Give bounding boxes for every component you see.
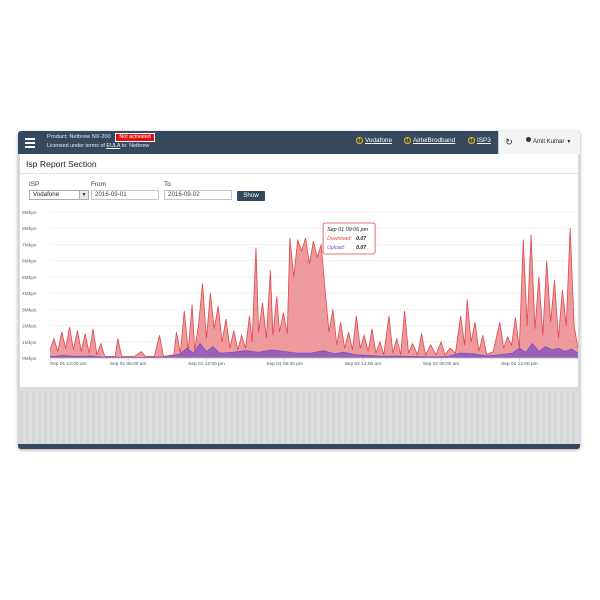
- series-line-upload: [49, 342, 578, 358]
- warning-icon: !: [356, 137, 363, 144]
- license-suffix: to: Netbrew: [121, 143, 150, 149]
- isp-link-isp3[interactable]: ! ISP3: [468, 137, 491, 144]
- app-window: Product: Netbrew NX-200 Not activated Li…: [18, 131, 580, 449]
- warning-icon: !: [468, 137, 475, 144]
- hamburger-line: [25, 137, 35, 140]
- license-prefix: Licensed under terms of: [47, 143, 105, 149]
- isp-select[interactable]: Vodafone ▼: [29, 190, 89, 200]
- y-tick-label: 5Mbps: [22, 275, 37, 281]
- y-tick-label: 9Mbps: [22, 210, 37, 216]
- x-tick-label: Sep 01 12:00 am: [50, 361, 87, 367]
- bottom-bar: [18, 444, 580, 449]
- from-date-value: 2016-09-01: [95, 191, 127, 198]
- refresh-icon: ↻: [505, 137, 513, 147]
- x-tick-label: Sep 02 06:00 am: [423, 361, 460, 367]
- series-area-upload: [50, 343, 578, 358]
- y-tick-label: 6Mbps: [22, 259, 37, 265]
- isp-link-label: ISP3: [477, 137, 491, 144]
- hamburger-line: [25, 141, 35, 144]
- product-label: Product: Netbrew NX-200: [47, 134, 111, 140]
- title-divider: [20, 173, 578, 174]
- y-tick-label: 4Mbps: [22, 291, 37, 297]
- y-tick-label: 0Mbps: [22, 356, 37, 362]
- from-label: From: [91, 181, 106, 188]
- isp-link-label: AirtelBrodband: [413, 137, 456, 144]
- isp-select-value: Vodafone: [33, 191, 60, 198]
- x-tick-label: Sep 01 06:00 am: [110, 361, 147, 367]
- product-info: Product: Netbrew NX-200 Not activated: [47, 133, 155, 142]
- activation-status-badge[interactable]: Not activated: [115, 133, 155, 142]
- isp-label: ISP: [29, 181, 40, 188]
- to-label: To: [164, 181, 171, 188]
- x-tick-label: Sep 02 12:00 pm: [501, 361, 538, 367]
- user-name: Amit Kumar: [533, 139, 565, 145]
- y-tick-label: 7Mbps: [22, 242, 37, 248]
- page-title: Isp Report Section: [26, 159, 97, 169]
- refresh-button[interactable]: ↻: [498, 131, 520, 154]
- y-tick-label: 1Mbps: [22, 340, 37, 346]
- caret-down-icon: ▼: [566, 139, 572, 145]
- show-button[interactable]: Show: [237, 191, 265, 201]
- to-date-input[interactable]: 2016-09-02: [164, 190, 232, 200]
- x-tick-label: Sep 02 12:00 am: [345, 361, 382, 367]
- warning-icon: !: [404, 137, 411, 144]
- user-icon: [526, 137, 531, 142]
- x-tick-label: Sep 01 06:00 pm: [266, 361, 303, 367]
- bandwidth-chart[interactable]: 0Mbps 1Mbps 2Mbps 3Mbps 4Mbps 5Mbps 6Mbps 7Mbps…: [20, 206, 578, 387]
- lower-panel-texture: [20, 391, 578, 444]
- top-navbar: Product: Netbrew NX-200 Not activated Li…: [18, 131, 580, 154]
- series-line-download: [49, 228, 578, 357]
- tooltip-title: Sep 01 09:06 pm: [327, 227, 369, 233]
- user-menu[interactable]: Amit Kumar ▼: [519, 131, 580, 154]
- lower-panel-area: [20, 387, 578, 444]
- menu-toggle-button[interactable]: [20, 131, 40, 154]
- tooltip-series-label: Download:: [327, 236, 352, 242]
- tooltip-series-value: 0.07: [356, 245, 367, 251]
- y-tick-label: 2Mbps: [22, 324, 37, 330]
- isp-link-vodafone[interactable]: ! Vodafone: [356, 137, 392, 144]
- license-info: Licensed under terms of EULA to: Netbrew: [47, 143, 149, 149]
- hamburger-line: [25, 145, 35, 148]
- tooltip-series-label: Upload:: [327, 245, 345, 251]
- chart-tooltip: [322, 222, 376, 255]
- isp-link-airtelbrodband[interactable]: ! AirtelBrodband: [404, 137, 455, 144]
- isp-link-label: Vodafone: [365, 137, 393, 144]
- series-area-download: [50, 228, 578, 358]
- y-tick-label: 8Mbps: [22, 226, 37, 232]
- report-panel: Isp Report Section ISP Vodafone ▼ From 2…: [20, 154, 578, 387]
- chevron-down-icon: ▼: [79, 191, 88, 199]
- from-date-input[interactable]: 2016-09-01: [91, 190, 159, 200]
- y-tick-label: 3Mbps: [22, 307, 37, 313]
- x-tick-label: Sep 01 12:00 pm: [188, 361, 225, 367]
- eula-link[interactable]: EULA: [106, 143, 121, 149]
- tooltip-series-value: 0.07: [356, 236, 367, 242]
- to-date-value: 2016-09-02: [168, 191, 200, 198]
